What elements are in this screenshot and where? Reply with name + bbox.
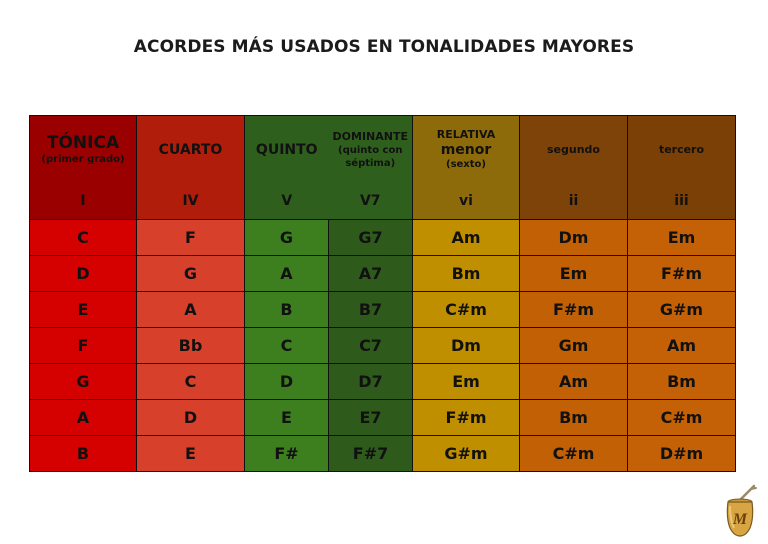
logo-letter: M <box>732 511 748 528</box>
chord-cell: Bm <box>412 255 520 292</box>
chord-cell: E7 <box>328 399 413 436</box>
chord-cell: G#m <box>412 435 520 472</box>
chord-cell: Bm <box>627 363 736 400</box>
chord-cell: A7 <box>328 255 413 292</box>
chord-cell: C#m <box>412 291 520 328</box>
chord-cell: D#m <box>627 435 736 472</box>
table-row: C F G G7 Am Dm Em <box>29 219 736 256</box>
chords-table: TÓNICA (primer grado) CUARTO QUINTO DOMI… <box>29 115 736 472</box>
chord-cell: C#m <box>627 399 736 436</box>
chord-cell: D <box>29 255 137 292</box>
chord-cell: Em <box>412 363 520 400</box>
chord-cell: E <box>29 291 137 328</box>
table-row: E A B B7 C#m F#m G#m <box>29 291 736 328</box>
chord-cell: F# <box>244 435 329 472</box>
chord-cell: B <box>29 435 137 472</box>
chord-cell: F <box>29 327 137 364</box>
degree-i: I <box>29 183 137 220</box>
table-row: D G A A7 Bm Em F#m <box>29 255 736 292</box>
degree-iv: IV <box>136 183 245 220</box>
header-tercero: tercero <box>627 115 736 183</box>
header-dominante: DOMINANTE (quinto con séptima) <box>328 115 413 183</box>
chord-cell: G7 <box>328 219 413 256</box>
chord-cell: G <box>29 363 137 400</box>
chord-cell: Am <box>519 363 628 400</box>
table-row: A D E E7 F#m Bm C#m <box>29 399 736 436</box>
chord-cell: Am <box>627 327 736 364</box>
chord-cell: F <box>136 219 245 256</box>
chord-cell: G <box>244 219 329 256</box>
table-row: G C D D7 Em Am Bm <box>29 363 736 400</box>
header-quinto: QUINTO <box>244 115 329 183</box>
degree-ii: ii <box>519 183 628 220</box>
header-tonica: TÓNICA (primer grado) <box>29 115 137 183</box>
table-row: B E F# F#7 G#m C#m D#m <box>29 435 736 472</box>
table-row: F Bb C C7 Dm Gm Am <box>29 327 736 364</box>
chord-cell: Em <box>519 255 628 292</box>
chord-cell: F#m <box>412 399 520 436</box>
chord-cell: A <box>244 255 329 292</box>
chord-cell: Bm <box>519 399 628 436</box>
chord-cell: C <box>244 327 329 364</box>
chord-cell: E <box>136 435 245 472</box>
chord-cell: C <box>29 219 137 256</box>
degree-v: V <box>244 183 329 220</box>
chord-cell: Em <box>627 219 736 256</box>
degree-vi: vi <box>412 183 520 220</box>
chord-cell: Am <box>412 219 520 256</box>
header-segundo: segundo <box>519 115 628 183</box>
mate-gourd-icon: M <box>718 484 762 540</box>
chord-cell: F#m <box>519 291 628 328</box>
chord-cell: G <box>136 255 245 292</box>
degree-iii: iii <box>627 183 736 220</box>
chord-cell: Gm <box>519 327 628 364</box>
chord-cell: C7 <box>328 327 413 364</box>
chord-cell: F#m <box>627 255 736 292</box>
chord-cell: B <box>244 291 329 328</box>
chord-cell: F#7 <box>328 435 413 472</box>
chord-cell: A <box>136 291 245 328</box>
chord-cell: A <box>29 399 137 436</box>
chord-cell: B7 <box>328 291 413 328</box>
chord-cell: D <box>244 363 329 400</box>
header-cuarto: CUARTO <box>136 115 245 183</box>
chord-cell: Dm <box>412 327 520 364</box>
page-title: ACORDES MÁS USADOS EN TONALIDADES MAYORE… <box>133 37 635 57</box>
header-relativa: RELATIVA menor (sexto) <box>412 115 520 183</box>
chord-cell: Dm <box>519 219 628 256</box>
chord-cell: Bb <box>136 327 245 364</box>
chord-cell: E <box>244 399 329 436</box>
chord-cell: C#m <box>519 435 628 472</box>
chord-cell: D7 <box>328 363 413 400</box>
degree-v7: V7 <box>328 183 413 220</box>
chord-cell: D <box>136 399 245 436</box>
chord-cell: C <box>136 363 245 400</box>
chord-cell: G#m <box>627 291 736 328</box>
